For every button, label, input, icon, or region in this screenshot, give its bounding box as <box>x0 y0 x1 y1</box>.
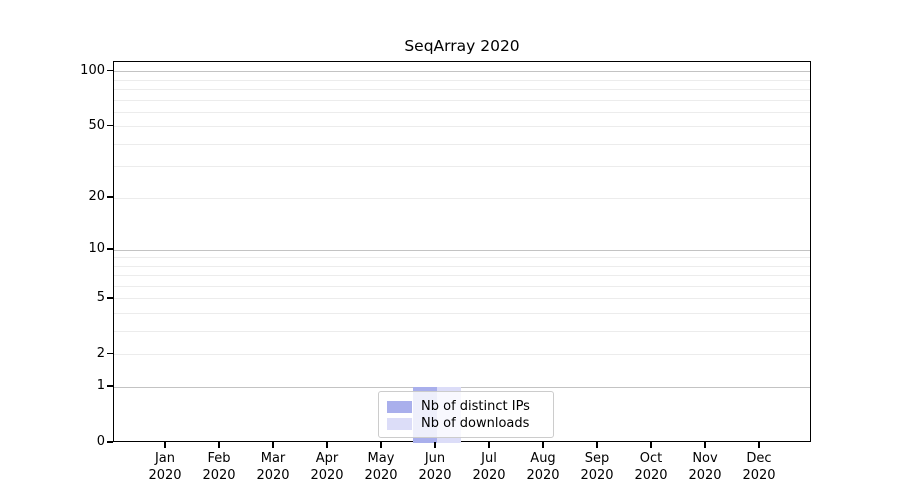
y-axis-tick-label: 5 <box>96 289 105 305</box>
x-axis-tick <box>326 442 328 448</box>
y-axis-tick <box>107 69 113 72</box>
x-axis-tick-label: Mar 2020 <box>256 451 290 483</box>
minor-gridline <box>114 257 810 259</box>
y-axis-tick <box>107 196 113 198</box>
minor-gridline <box>114 197 810 199</box>
minor-gridline <box>114 265 810 267</box>
y-axis-tick-label: 20 <box>88 189 105 205</box>
x-axis-tick <box>434 442 436 448</box>
minor-gridline <box>114 166 810 168</box>
x-axis-tick <box>596 442 598 448</box>
plot-area <box>113 61 811 443</box>
y-axis-tick <box>107 124 113 127</box>
minor-gridline <box>114 79 810 81</box>
x-axis-tick <box>272 442 274 448</box>
x-axis-tick-label: Sep 2020 <box>580 451 614 483</box>
x-axis-tick <box>380 442 382 448</box>
x-axis-tick <box>218 442 220 448</box>
legend-entry-distinct-ips: Nb of distinct IPs <box>387 398 545 415</box>
x-axis-tick-label: Nov 2020 <box>688 451 722 483</box>
x-axis-tick <box>758 442 760 448</box>
minor-gridline <box>114 143 810 145</box>
minor-gridline <box>114 126 810 128</box>
minor-gridline <box>114 99 810 101</box>
x-axis-tick-label: Aug 2020 <box>526 451 560 483</box>
y-axis-tick <box>107 352 113 355</box>
y-axis-tick-label: 10 <box>88 241 105 257</box>
downloads-swatch-icon <box>387 417 412 430</box>
legend-entry-downloads: Nb of downloads <box>387 415 545 432</box>
x-axis-tick-label: Jul 2020 <box>472 451 506 483</box>
legend: Nb of distinct IPs Nb of downloads <box>378 391 554 438</box>
legend-label: Nb of downloads <box>421 416 530 431</box>
major-gridline <box>114 249 810 251</box>
y-axis-tick-label: 50 <box>88 117 105 133</box>
x-axis-tick-label: Jun 2020 <box>418 451 452 483</box>
x-axis-tick-label: Feb 2020 <box>202 451 236 483</box>
y-axis-tick-label: 0 <box>96 434 105 449</box>
y-axis-tick <box>107 297 113 299</box>
major-gridline <box>114 71 810 73</box>
y-axis-tick-label: 1 <box>96 378 105 394</box>
x-axis-tick <box>488 442 490 448</box>
x-axis-tick <box>542 442 544 448</box>
x-axis-tick-label: Jan 2020 <box>148 451 182 483</box>
x-axis-tick <box>164 442 166 448</box>
y-axis-tick-label: 2 <box>96 345 105 361</box>
legend-label: Nb of distinct IPs <box>421 399 530 414</box>
chart-title: SeqArray 2020 <box>404 37 520 55</box>
x-axis-tick-label: Apr 2020 <box>310 451 344 483</box>
x-axis-tick <box>704 442 706 448</box>
bars-layer <box>114 62 810 443</box>
minor-gridline <box>114 354 810 356</box>
x-axis-tick-label: May 2020 <box>364 451 398 483</box>
x-axis-tick <box>650 442 652 448</box>
minor-gridline <box>114 298 810 300</box>
minor-gridline <box>114 330 810 332</box>
x-axis-tick-label: Oct 2020 <box>634 451 668 483</box>
distinct-ips-swatch-icon <box>387 400 412 413</box>
major-gridline <box>114 386 810 388</box>
minor-gridline <box>114 275 810 277</box>
grid-layer <box>114 62 810 441</box>
y-axis-tick-label: 100 <box>80 62 105 78</box>
y-axis-tick <box>107 248 113 250</box>
y-axis-tick <box>107 441 113 443</box>
minor-gridline <box>114 88 810 90</box>
minor-gridline <box>114 111 810 113</box>
x-axis-tick-label: Dec 2020 <box>742 451 776 483</box>
minor-gridline <box>114 285 810 287</box>
minor-gridline <box>114 313 810 315</box>
y-axis-tick <box>107 385 113 387</box>
